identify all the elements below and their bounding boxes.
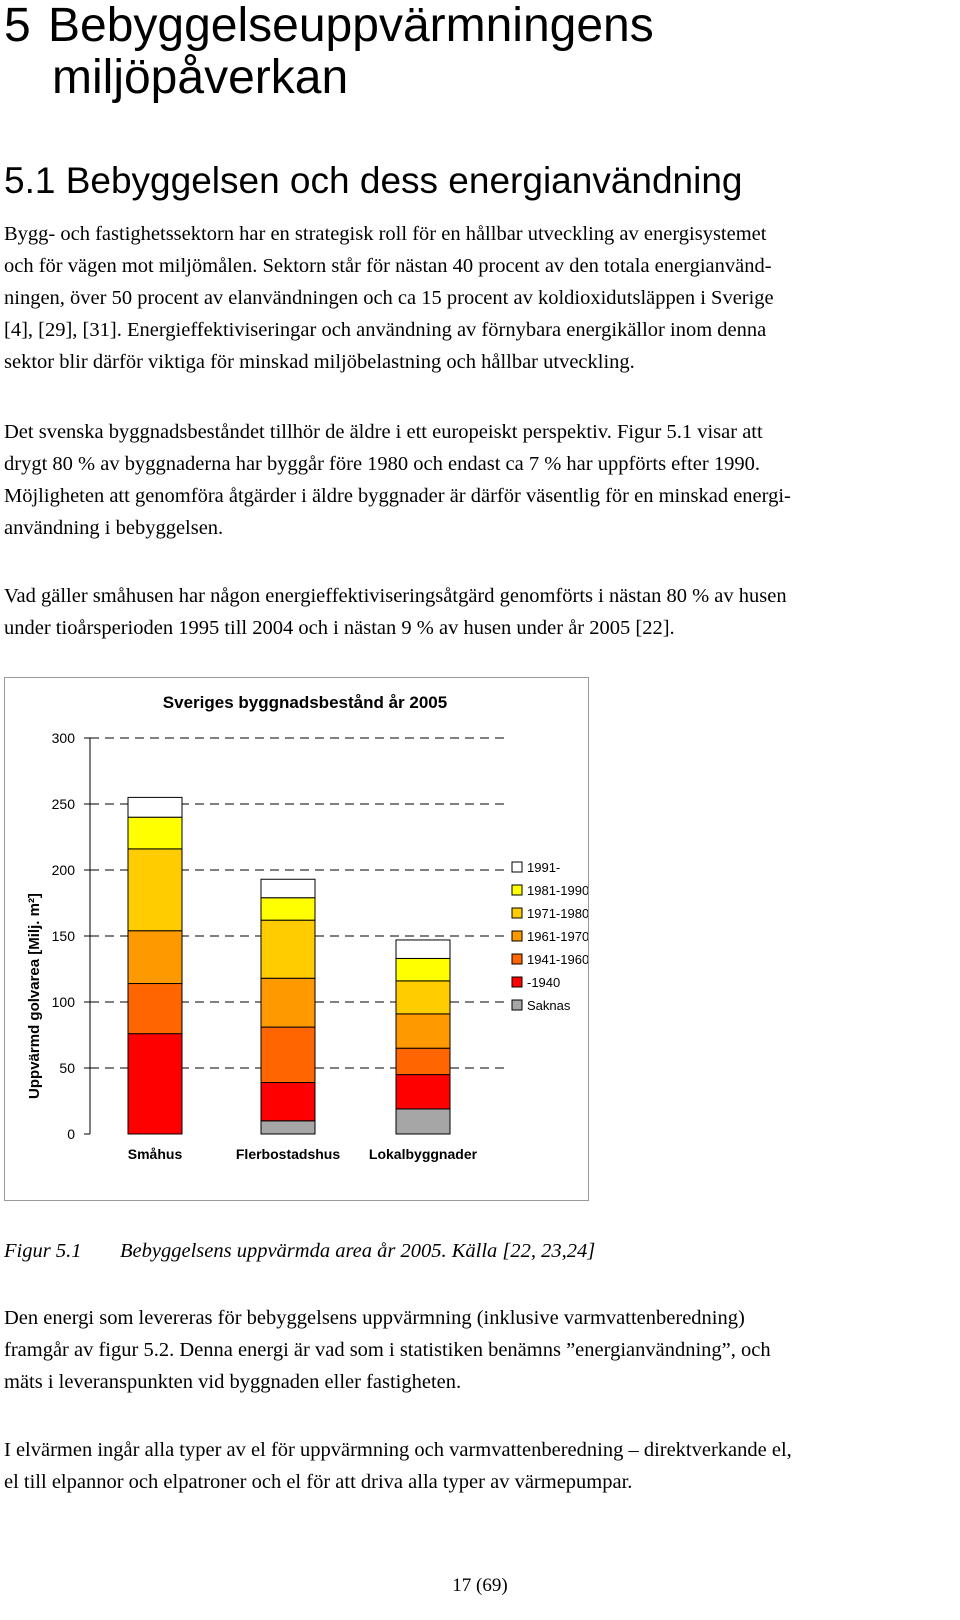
bar-segment xyxy=(395,1047,451,1076)
legend-swatch xyxy=(511,861,523,873)
paragraph-1: Bygg- och fastighetssektorn har en strat… xyxy=(4,218,952,378)
legend-label: Saknas xyxy=(527,998,571,1013)
bar-segment xyxy=(260,897,316,921)
x-tick-label: Lokalbyggnader xyxy=(369,1146,478,1162)
bar-segment xyxy=(395,957,451,982)
legend-swatch xyxy=(511,907,523,919)
chapter-title-line2: miljöpåverkan xyxy=(52,51,349,104)
paragraph-4: Den energi som levereras för bebyggelsen… xyxy=(4,1302,952,1398)
paragraph-line: [4], [29], [31]. Energieffektiviseringar… xyxy=(4,319,767,341)
y-axis-label: Uppvärmd golvarea [Milj. m²] xyxy=(26,893,43,1099)
legend-label: 1961-1970 xyxy=(527,929,588,944)
legend-label: 1991- xyxy=(527,860,560,875)
y-tick-label: 250 xyxy=(52,796,76,812)
paragraph-line: el till elpannor och elpatroner och el f… xyxy=(4,1471,633,1493)
legend-swatch xyxy=(511,999,523,1011)
figure-chart: Sveriges byggnadsbestånd år 2005 Uppvärmd… xyxy=(4,677,589,1201)
paragraph-line: mäts i leveranspunkten vid byggnaden ell… xyxy=(4,1371,462,1393)
paragraph-2: Det svenska byggnadsbeståndet tillhör de… xyxy=(4,416,952,544)
bar-segment xyxy=(127,848,183,932)
paragraph-line: framgår av figur 5.2. Denna energi är va… xyxy=(4,1339,771,1361)
legend-label: 1941-1960 xyxy=(527,952,588,967)
bar-segment xyxy=(395,939,451,959)
y-tick-label: 50 xyxy=(59,1060,75,1076)
bar-segment xyxy=(395,1074,451,1110)
legend-label: 1981-1990 xyxy=(527,883,588,898)
x-tick-label: Småhus xyxy=(128,1146,183,1162)
paragraph-3: Vad gäller småhusen har någon energieffe… xyxy=(4,580,952,644)
paragraph-line: drygt 80 % av byggnaderna har byggår för… xyxy=(4,453,760,475)
x-tick-label: Flerbostadshus xyxy=(236,1146,340,1162)
caption-label: Figur 5.1 xyxy=(4,1240,82,1262)
bar-segment xyxy=(127,930,183,985)
bar-segment xyxy=(260,919,316,979)
bar-segment xyxy=(127,796,183,818)
legend-label: -1940 xyxy=(527,975,560,990)
paragraph-line: Möjligheten att genomföra åtgärder i äld… xyxy=(4,485,791,507)
paragraph-5: I elvärmen ingår alla typer av el för up… xyxy=(4,1434,952,1498)
paragraph-line: I elvärmen ingår alla typer av el för up… xyxy=(4,1439,792,1461)
legend-swatch xyxy=(511,884,523,896)
paragraph-line: sektor blir därför viktiga för minskad m… xyxy=(4,351,635,373)
bar-segment xyxy=(260,1026,316,1084)
bar-segment xyxy=(127,1033,183,1135)
bar-segment xyxy=(260,1120,316,1135)
y-tick-label: 300 xyxy=(52,730,76,746)
paragraph-line: och för vägen mot miljömålen. Sektorn st… xyxy=(4,255,772,277)
y-tick-label: 0 xyxy=(67,1126,75,1142)
paragraph-line: användning i bebyggelsen. xyxy=(4,517,224,539)
bar-segment xyxy=(260,878,316,899)
legend-label: 1971-1980 xyxy=(527,906,588,921)
section-heading: 5.1 Bebyggelsen och dess energianvändnin… xyxy=(4,160,743,201)
legend-swatch xyxy=(511,930,523,942)
bar-segment xyxy=(127,816,183,850)
bar-segment xyxy=(395,980,451,1015)
legend-swatch xyxy=(511,953,523,965)
figure-caption: Figur 5.1 Bebyggelsens uppvärmda area år … xyxy=(4,1236,595,1266)
chapter-heading: 5 Bebyggelseuppvärmningens miljöpåverkan xyxy=(4,0,944,104)
chart-title: Sveriges byggnadsbestånd år 2005 xyxy=(163,693,447,712)
caption-text: Bebyggelsens uppvärmda area år 2005. Käl… xyxy=(120,1240,596,1262)
bar-segment xyxy=(395,1108,451,1135)
paragraph-line: Bygg- och fastighetssektorn har en strat… xyxy=(4,223,767,245)
y-tick-label: 100 xyxy=(52,994,76,1010)
bar-segment xyxy=(127,983,183,1035)
bar-segment xyxy=(260,1082,316,1122)
chapter-number: 5 xyxy=(4,0,31,52)
paragraph-line: under tioårsperioden 1995 till 2004 och … xyxy=(4,617,675,639)
paragraph-line: ningen, över 50 procent av elanvändninge… xyxy=(4,287,774,309)
paragraph-line: Den energi som levereras för bebyggelsen… xyxy=(4,1307,745,1329)
bar-segment xyxy=(260,977,316,1028)
legend-swatch xyxy=(511,976,523,988)
y-tick-label: 150 xyxy=(52,928,76,944)
bar-segment xyxy=(395,1013,451,1049)
paragraph-line: Vad gäller småhusen har någon energieffe… xyxy=(4,585,787,607)
paragraph-line: Det svenska byggnadsbeståndet tillhör de… xyxy=(4,421,763,443)
stacked-bar-chart: Sveriges byggnadsbestånd år 2005 Uppvärmd… xyxy=(26,693,588,1162)
chapter-title-line1: Bebyggelseuppvärmningens xyxy=(48,0,654,52)
page-number: 17 (69) xyxy=(452,1575,508,1596)
y-tick-label: 200 xyxy=(52,862,76,878)
